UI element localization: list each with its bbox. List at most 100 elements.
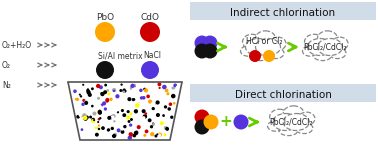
Circle shape <box>171 85 175 90</box>
Circle shape <box>104 107 107 111</box>
Circle shape <box>110 115 115 119</box>
Circle shape <box>84 101 88 105</box>
Circle shape <box>164 133 166 136</box>
Circle shape <box>147 115 150 117</box>
Ellipse shape <box>270 37 286 50</box>
Circle shape <box>112 134 116 138</box>
Circle shape <box>164 100 166 102</box>
Circle shape <box>117 111 119 113</box>
Circle shape <box>117 128 121 132</box>
Ellipse shape <box>305 34 324 50</box>
Circle shape <box>115 94 119 98</box>
Circle shape <box>176 85 180 89</box>
Circle shape <box>125 86 130 91</box>
Text: Si/Al metrix: Si/Al metrix <box>98 52 143 61</box>
Circle shape <box>167 107 171 111</box>
Ellipse shape <box>243 34 262 50</box>
Circle shape <box>135 131 138 134</box>
Circle shape <box>127 85 130 89</box>
Circle shape <box>85 115 89 119</box>
Circle shape <box>80 112 82 114</box>
Text: O₂+H₂O: O₂+H₂O <box>2 40 32 49</box>
Circle shape <box>107 92 110 95</box>
Circle shape <box>141 61 159 79</box>
Circle shape <box>95 133 99 137</box>
Circle shape <box>165 127 169 131</box>
Circle shape <box>98 125 100 127</box>
Text: HCl or Cl₂: HCl or Cl₂ <box>246 37 282 46</box>
Circle shape <box>171 94 175 98</box>
Circle shape <box>143 88 146 91</box>
Circle shape <box>145 129 149 133</box>
Circle shape <box>130 134 133 137</box>
Circle shape <box>91 97 94 100</box>
Circle shape <box>203 43 217 58</box>
Circle shape <box>150 132 154 136</box>
Circle shape <box>132 98 135 101</box>
Circle shape <box>80 95 82 97</box>
Ellipse shape <box>295 123 313 134</box>
Circle shape <box>109 131 112 133</box>
Circle shape <box>134 85 136 87</box>
Circle shape <box>81 128 83 131</box>
Circle shape <box>174 83 177 87</box>
Circle shape <box>84 100 88 105</box>
Circle shape <box>162 114 165 117</box>
Circle shape <box>126 115 130 119</box>
Circle shape <box>165 89 169 92</box>
Circle shape <box>113 90 115 92</box>
Circle shape <box>96 61 114 79</box>
Ellipse shape <box>332 37 348 50</box>
Text: N₂: N₂ <box>2 80 11 89</box>
Circle shape <box>126 120 130 124</box>
Circle shape <box>121 83 123 86</box>
Circle shape <box>101 103 104 106</box>
Circle shape <box>128 85 133 89</box>
Circle shape <box>130 118 133 121</box>
Circle shape <box>75 98 77 100</box>
Ellipse shape <box>318 31 338 46</box>
Circle shape <box>76 98 79 101</box>
Circle shape <box>146 94 150 98</box>
Text: PbCl₂/CdCl₂: PbCl₂/CdCl₂ <box>269 118 313 127</box>
Ellipse shape <box>313 50 332 61</box>
Circle shape <box>130 84 135 88</box>
Ellipse shape <box>279 125 298 136</box>
Circle shape <box>110 115 113 119</box>
Circle shape <box>121 128 124 131</box>
Ellipse shape <box>298 112 315 125</box>
Circle shape <box>151 102 155 106</box>
Circle shape <box>121 109 124 112</box>
Circle shape <box>82 84 84 86</box>
Circle shape <box>87 131 91 135</box>
Circle shape <box>195 109 209 125</box>
Circle shape <box>91 105 94 107</box>
Circle shape <box>134 109 138 113</box>
Circle shape <box>155 134 158 137</box>
Circle shape <box>102 135 105 137</box>
Circle shape <box>114 107 119 112</box>
Circle shape <box>142 96 146 100</box>
Circle shape <box>143 110 147 114</box>
Text: Direct chlorination: Direct chlorination <box>235 90 332 100</box>
Circle shape <box>101 129 103 131</box>
Circle shape <box>88 93 92 97</box>
Circle shape <box>87 88 89 91</box>
Circle shape <box>139 89 143 92</box>
Circle shape <box>86 89 90 93</box>
Circle shape <box>101 92 103 94</box>
Circle shape <box>173 102 175 105</box>
Circle shape <box>263 50 275 62</box>
Circle shape <box>129 86 132 90</box>
Circle shape <box>137 125 141 129</box>
Circle shape <box>144 112 147 115</box>
Circle shape <box>111 127 114 130</box>
Circle shape <box>158 134 161 137</box>
Circle shape <box>133 98 135 100</box>
Circle shape <box>87 90 91 94</box>
Circle shape <box>152 107 155 110</box>
Circle shape <box>122 88 127 93</box>
Circle shape <box>170 115 174 119</box>
Circle shape <box>158 87 161 89</box>
Circle shape <box>160 121 164 125</box>
